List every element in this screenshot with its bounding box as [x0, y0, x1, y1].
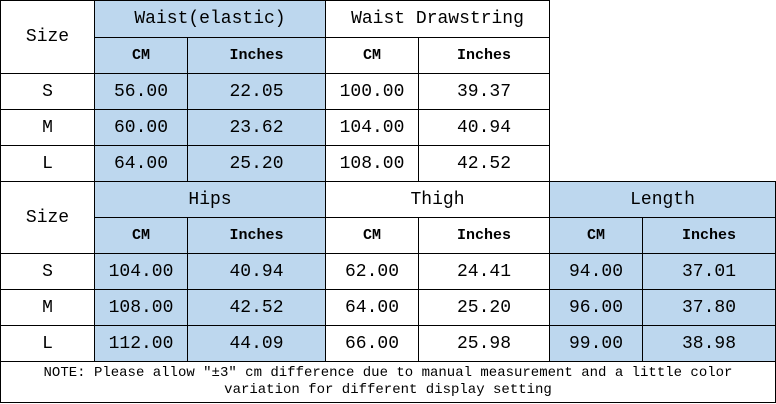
- measure-value: 22.05: [187, 73, 326, 110]
- unit-header: CM: [94, 37, 188, 74]
- measure-value: 44.09: [187, 325, 326, 362]
- measure-value: 25.98: [418, 325, 550, 362]
- measure-value: 25.20: [187, 145, 326, 182]
- measure-value: 37.80: [642, 289, 776, 326]
- unit-header: CM: [94, 217, 188, 254]
- measure-value: 94.00: [549, 253, 643, 290]
- measure-value: 42.52: [418, 145, 550, 182]
- group-header: Thigh: [325, 181, 550, 218]
- size-label: S: [0, 253, 95, 290]
- measure-value: 39.37: [418, 73, 550, 110]
- group-header: Length: [549, 181, 776, 218]
- size-label: S: [0, 73, 95, 110]
- measure-value: 104.00: [94, 253, 188, 290]
- size-header: Size: [0, 181, 95, 254]
- measure-value: 112.00: [94, 325, 188, 362]
- unit-header: CM: [325, 217, 419, 254]
- size-header: Size: [0, 0, 95, 74]
- measure-value: 24.41: [418, 253, 550, 290]
- size-label: L: [0, 325, 95, 362]
- note: NOTE: Please allow "±3" cm difference du…: [0, 361, 776, 403]
- measure-value: 38.98: [642, 325, 776, 362]
- unit-header: CM: [549, 217, 643, 254]
- group-header: Waist Drawstring: [325, 0, 550, 38]
- measure-value: 108.00: [94, 289, 188, 326]
- measure-value: 56.00: [94, 73, 188, 110]
- measure-value: 37.01: [642, 253, 776, 290]
- group-header: Hips: [94, 181, 326, 218]
- unit-header: Inches: [187, 217, 326, 254]
- measure-value: 40.94: [418, 109, 550, 146]
- measure-value: 66.00: [325, 325, 419, 362]
- measure-value: 40.94: [187, 253, 326, 290]
- measure-value: 42.52: [187, 289, 326, 326]
- measure-value: 100.00: [325, 73, 419, 110]
- unit-header: Inches: [642, 217, 776, 254]
- measure-value: 104.00: [325, 109, 419, 146]
- measure-value: 64.00: [325, 289, 419, 326]
- unit-header: Inches: [418, 217, 550, 254]
- measure-value: 64.00: [94, 145, 188, 182]
- measure-value: 23.62: [187, 109, 326, 146]
- unit-header: CM: [325, 37, 419, 74]
- measure-value: 60.00: [94, 109, 188, 146]
- unit-header: Inches: [187, 37, 326, 74]
- measure-value: 62.00: [325, 253, 419, 290]
- group-header: Waist(elastic): [94, 0, 326, 38]
- size-label: L: [0, 145, 95, 182]
- measure-value: 108.00: [325, 145, 419, 182]
- measure-value: 96.00: [549, 289, 643, 326]
- size-label: M: [0, 289, 95, 326]
- size-label: M: [0, 109, 95, 146]
- measure-value: 99.00: [549, 325, 643, 362]
- measure-value: 25.20: [418, 289, 550, 326]
- unit-header: Inches: [418, 37, 550, 74]
